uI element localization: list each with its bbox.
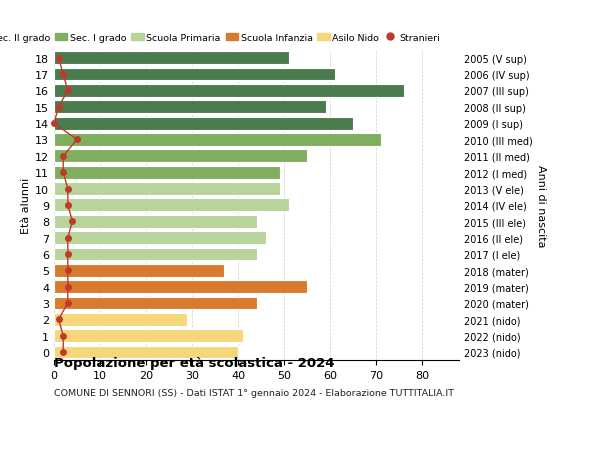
Point <box>63 185 73 193</box>
Bar <box>54 52 289 65</box>
Point <box>63 88 73 95</box>
Bar <box>54 199 289 212</box>
Point <box>58 71 68 78</box>
Point <box>58 348 68 356</box>
Bar <box>54 134 381 146</box>
Y-axis label: Anni di nascita: Anni di nascita <box>536 164 547 246</box>
Point <box>63 235 73 242</box>
Point <box>63 283 73 291</box>
Point <box>63 267 73 274</box>
Bar <box>54 313 187 326</box>
Text: Popolazione per età scolastica - 2024: Popolazione per età scolastica - 2024 <box>54 357 335 369</box>
Point <box>58 332 68 340</box>
Bar <box>54 150 307 163</box>
Bar <box>54 264 224 277</box>
Point <box>54 316 64 323</box>
Bar <box>54 183 280 196</box>
Bar <box>54 215 257 228</box>
Bar <box>54 346 238 358</box>
Point <box>54 55 64 62</box>
Point <box>63 202 73 209</box>
Bar <box>54 101 326 114</box>
Legend: Sec. II grado, Sec. I grado, Scuola Primaria, Scuola Infanzia, Asilo Nido, Stran: Sec. II grado, Sec. I grado, Scuola Prim… <box>0 34 440 43</box>
Point <box>58 169 68 176</box>
Bar <box>54 330 242 342</box>
Bar <box>54 85 404 98</box>
Y-axis label: Età alunni: Età alunni <box>21 177 31 234</box>
Point <box>72 136 82 144</box>
Point <box>63 300 73 307</box>
Point <box>68 218 77 225</box>
Point <box>49 120 59 128</box>
Point <box>63 251 73 258</box>
Bar <box>54 280 307 293</box>
Point <box>58 153 68 160</box>
Text: COMUNE DI SENNORI (SS) - Dati ISTAT 1° gennaio 2024 - Elaborazione TUTTITALIA.IT: COMUNE DI SENNORI (SS) - Dati ISTAT 1° g… <box>54 388 454 397</box>
Bar <box>54 297 257 310</box>
Bar <box>54 68 335 81</box>
Bar <box>54 232 266 244</box>
Point <box>54 104 64 111</box>
Bar <box>54 167 280 179</box>
Bar <box>54 118 353 130</box>
Bar <box>54 248 257 261</box>
